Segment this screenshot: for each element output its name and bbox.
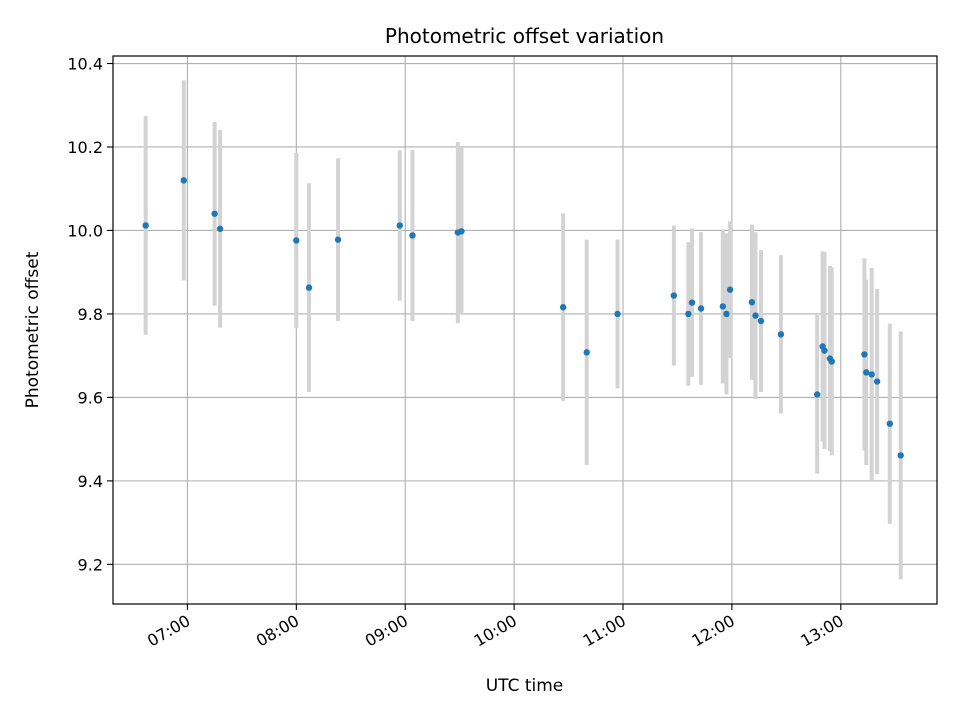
x-axis-label: UTC time: [486, 676, 564, 696]
data-point: [334, 236, 342, 243]
data-point: [821, 347, 828, 354]
data-point: [897, 452, 904, 459]
data-point: [757, 317, 765, 325]
y-tick-label: 10.4: [67, 55, 103, 74]
data-point: [180, 177, 187, 184]
y-tick-label: 9.2: [78, 555, 103, 574]
y-tick-label: 9.4: [78, 472, 103, 491]
data-point: [685, 310, 692, 318]
chart-title: Photometric offset variation: [385, 24, 664, 48]
data-point: [861, 351, 868, 358]
data-point: [293, 237, 300, 244]
data-point: [688, 299, 696, 306]
data-point: [211, 210, 218, 217]
data-point: [873, 378, 881, 385]
data-points: [142, 177, 904, 459]
data-point: [748, 299, 756, 306]
data-point: [752, 312, 759, 319]
y-tick-label: 9.6: [78, 388, 103, 407]
data-point: [216, 225, 224, 232]
data-point: [777, 331, 785, 338]
data-point: [583, 349, 590, 356]
y-axis-label: Photometric offset: [23, 251, 43, 408]
y-axis: 9.2 9.4 9.6 9.8 10.0 10.2 10.4: [67, 55, 113, 574]
data-point: [409, 232, 416, 239]
data-point: [723, 310, 730, 318]
data-point: [886, 420, 894, 427]
data-point: [559, 304, 567, 311]
y-tick-label: 10.0: [67, 221, 103, 240]
data-point: [670, 292, 678, 299]
data-point: [396, 222, 403, 229]
y-tick-label: 9.8: [78, 305, 103, 324]
data-point: [614, 310, 621, 318]
data-point: [814, 391, 821, 398]
y-tick-label: 10.2: [67, 138, 103, 157]
data-point: [697, 305, 705, 312]
data-point: [142, 222, 149, 229]
data-point: [726, 286, 734, 293]
data-point: [863, 369, 870, 376]
plot-frame: [112, 55, 938, 605]
data-point: [458, 228, 465, 235]
data-point: [305, 284, 313, 291]
grid: [113, 56, 937, 604]
data-point: [828, 358, 835, 365]
data-point: [719, 303, 727, 310]
data-point: [868, 371, 875, 378]
